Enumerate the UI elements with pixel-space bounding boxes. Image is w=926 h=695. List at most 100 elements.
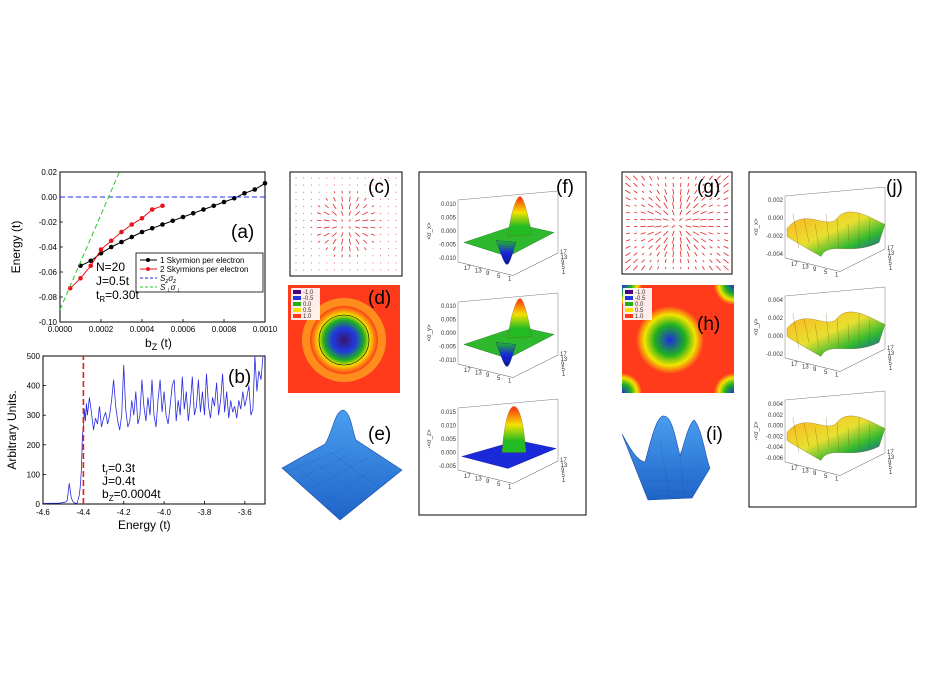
surface-grid xyxy=(814,323,820,349)
spin-arrow xyxy=(372,191,374,193)
spin-arrow xyxy=(699,218,707,221)
spin-arrow xyxy=(709,197,713,201)
panel_j-ztick-label: 0.002 xyxy=(768,413,784,419)
box-edge xyxy=(457,292,559,364)
spin-arrow xyxy=(664,189,668,195)
spin-arrow xyxy=(665,266,667,270)
spin-arrow xyxy=(657,266,660,270)
panel_f-ztick-label: -0.010 xyxy=(439,256,457,262)
spin-arrow xyxy=(655,196,661,202)
panel_f-floor-tick-a: 17 xyxy=(464,266,471,272)
spin-arrow xyxy=(626,232,630,235)
spin-arrow xyxy=(355,203,360,209)
spin-arrow xyxy=(324,204,329,209)
panel_j-floor-tick-a: 5 xyxy=(824,270,828,276)
spin-arrow xyxy=(348,210,352,216)
panel_j-zlabel: <σ_x> xyxy=(754,218,760,236)
panel_j-floor-tick-b: 17 xyxy=(887,450,894,456)
spin-arrow xyxy=(633,258,638,264)
colorbar-h-swatch-2 xyxy=(625,296,633,300)
a-series-point-2 xyxy=(67,285,73,291)
spin-arrow xyxy=(649,252,653,256)
panel_f-floor-tick-b: 9 xyxy=(561,362,565,368)
panel_f-floor-tick-a: 5 xyxy=(497,482,501,488)
surface-grid xyxy=(868,318,871,343)
spin-arrow xyxy=(640,211,646,214)
spin-arrow xyxy=(640,204,646,208)
spin-arrow xyxy=(693,203,699,209)
spin-arrow xyxy=(362,232,368,237)
panel_f-zlabel: <σ_y> xyxy=(427,324,433,342)
spin-arrow xyxy=(671,209,675,216)
spin-arrow xyxy=(665,176,667,180)
spin-arrow xyxy=(708,238,714,242)
panel_f-floor-tick-a: 9 xyxy=(486,479,490,485)
spin-arrow xyxy=(340,219,344,222)
spin-arrow xyxy=(647,218,655,221)
spin-arrow xyxy=(633,175,639,181)
panel_j-floor-tick-b: 9 xyxy=(888,356,892,362)
spin-arrow xyxy=(625,265,631,271)
a-series-point-1 xyxy=(129,234,135,240)
surface-wavy xyxy=(786,311,886,357)
surface-grid xyxy=(825,417,830,447)
spin-arrow xyxy=(647,238,654,243)
a-series-point-1 xyxy=(180,214,186,220)
box-floor xyxy=(457,252,559,276)
spin-arrow xyxy=(332,211,337,216)
spin-texture-c xyxy=(295,177,397,271)
panel_f-ztick-label: 0.000 xyxy=(441,451,457,457)
a-series-point-1 xyxy=(170,218,176,224)
panel_j-floor-tick-a: 1 xyxy=(835,372,839,378)
spin-arrow xyxy=(370,219,376,222)
spin-arrow xyxy=(348,226,352,229)
spin-arrow xyxy=(356,246,359,252)
b-xtick-label: -4.2 xyxy=(117,508,131,517)
panel_j-floor-tick-b: 13 xyxy=(888,251,895,257)
spin-arrow xyxy=(685,218,692,221)
a-series-line-2 xyxy=(69,205,163,289)
spin-arrow xyxy=(625,252,631,257)
b-ytick-label: 200 xyxy=(27,441,41,450)
spin-arrow xyxy=(708,211,714,214)
surface-grid xyxy=(792,313,800,349)
a-ytick-label: -0.08 xyxy=(39,293,58,302)
spin-arrow xyxy=(692,218,700,221)
spin-arrow xyxy=(709,190,713,193)
spin-arrow xyxy=(641,253,645,256)
spin-arrow xyxy=(323,219,330,222)
a-series-point-1 xyxy=(211,203,217,209)
spin-arrow xyxy=(340,232,344,238)
spin-arrow xyxy=(363,204,368,209)
spin-arrow xyxy=(701,190,705,194)
spin-arrow xyxy=(341,238,344,245)
spin-arrow xyxy=(692,210,700,215)
spin-arrow xyxy=(355,226,361,229)
spin-arrow xyxy=(679,217,683,222)
spin-arrow xyxy=(649,175,653,181)
a-series-point-2 xyxy=(78,275,83,281)
spin-arrow xyxy=(634,197,638,200)
colorbar-d-swatch-1 xyxy=(293,290,301,294)
surface-grid xyxy=(847,223,850,243)
spin-arrow xyxy=(709,253,713,256)
box-edge xyxy=(457,190,559,262)
spin-arrow xyxy=(692,225,700,228)
spin-arrow xyxy=(655,203,661,209)
spin-arrow xyxy=(640,232,646,235)
spin-arrow xyxy=(664,182,667,187)
spin-texture-g xyxy=(625,175,729,271)
spin-arrow xyxy=(679,230,683,237)
a-xtick-label: 0.0006 xyxy=(171,325,196,334)
panel_f-floor-tick-b: 17 xyxy=(560,250,567,256)
spin-arrow xyxy=(331,219,337,222)
panel_f-floor-tick-a: 1 xyxy=(508,378,512,384)
panel_j-floor-tick-b: 5 xyxy=(889,465,893,471)
colorbar-h: -1.0 -0.5 0.0 0.5 1.0 xyxy=(623,288,652,320)
panel_j-floor-tick-a: 1 xyxy=(835,476,839,482)
spin-arrow xyxy=(672,202,675,210)
spin-arrow xyxy=(362,226,369,229)
surface-grid xyxy=(836,218,840,249)
plot-a-legend: 1 Skyrmion per electron 2 Skyrmions per … xyxy=(135,252,264,294)
spin-arrow xyxy=(700,238,707,243)
